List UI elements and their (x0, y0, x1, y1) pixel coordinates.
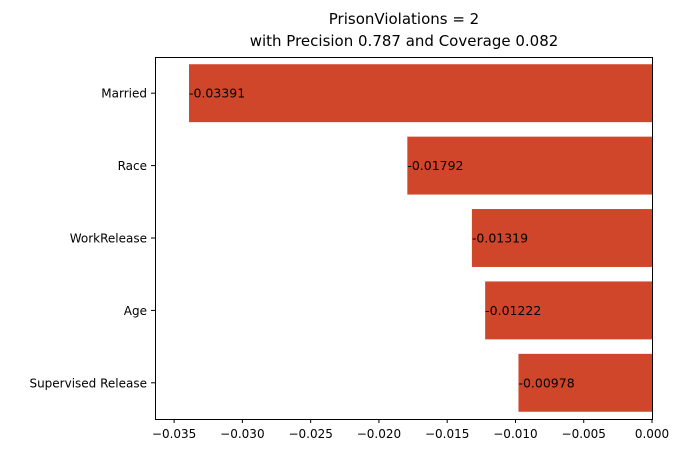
y-tick-labels: Married Race WorkRelease Age Supervised Rele… (29, 87, 155, 390)
y-tick-label: Married (101, 87, 147, 101)
plot-frame (155, 57, 653, 420)
x-tick-label: −0.015 (425, 427, 469, 441)
bar-value-label: -0.00978 (518, 375, 574, 390)
bar-2 (471, 209, 652, 267)
x-tick-label: −0.025 (288, 427, 332, 441)
bar-1 (407, 136, 652, 195)
x-tick-label: −0.035 (152, 427, 196, 441)
bar-value-label: -0.01792 (407, 158, 463, 173)
y-tick-label: WorkRelease (70, 232, 147, 246)
chart-subtitle: with Precision 0.787 and Coverage 0.082 (250, 32, 559, 50)
bar-4 (518, 353, 652, 412)
y-tick-label: Supervised Release (29, 376, 147, 390)
bar-value-label: -0.01222 (485, 303, 541, 318)
y-tick-label: Age (124, 304, 147, 318)
x-tick-label: 0.000 (635, 427, 669, 441)
bars-group: -0.03391 -0.01792 -0.01319 -0.01222 -0.00978 (188, 64, 652, 412)
x-tick-label: −0.020 (357, 427, 401, 441)
bar-value-label: -0.01319 (472, 231, 528, 246)
x-tick-label: −0.005 (562, 427, 606, 441)
bar-0 (188, 64, 652, 123)
y-tick-label: Race (118, 159, 147, 173)
bar-3 (485, 281, 652, 340)
x-axis: −0.035 −0.030 −0.025 −0.020 −0.015 −0.010 −0.0… (152, 419, 669, 441)
x-tick-label: −0.030 (220, 427, 264, 441)
chart-title: PrisonViolations = 2 (329, 10, 479, 28)
x-tick-label: −0.010 (493, 427, 537, 441)
bar-value-label: -0.03391 (189, 86, 245, 101)
